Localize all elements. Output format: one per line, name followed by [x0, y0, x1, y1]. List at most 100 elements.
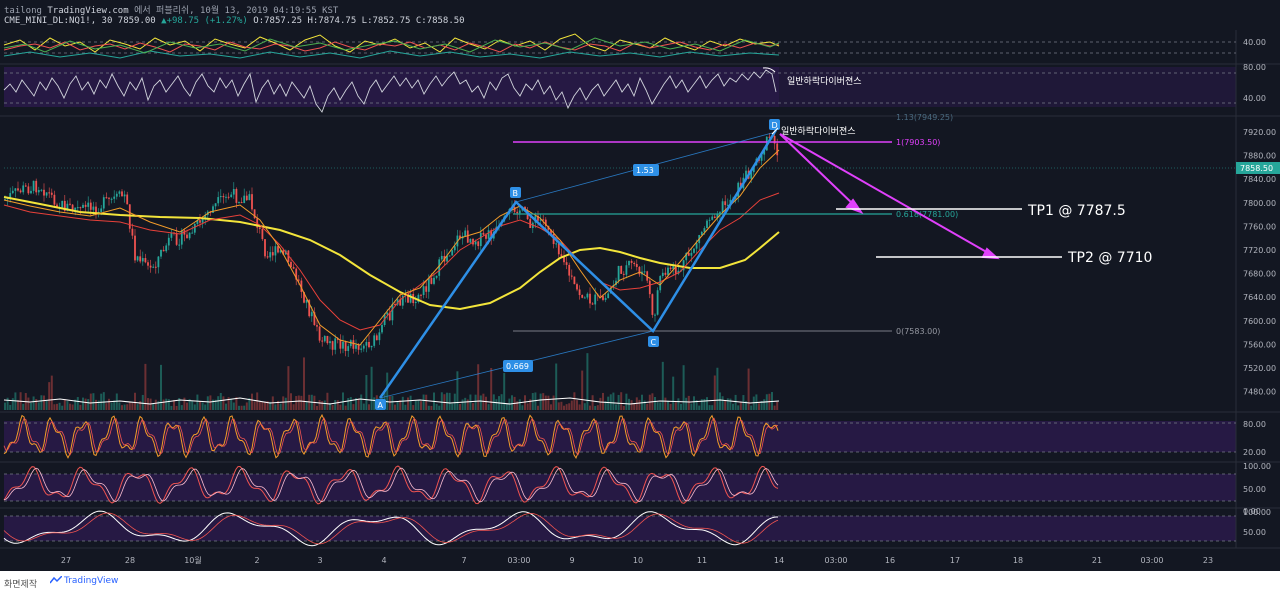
volume-bar [201, 402, 204, 410]
target-arrows [779, 133, 1000, 260]
volume-bar [141, 394, 144, 410]
candle-body [620, 265, 623, 274]
volume-bar [230, 398, 233, 410]
volume-bar [134, 392, 136, 410]
candle-body [225, 196, 227, 198]
candle-body [438, 259, 441, 276]
volume-bar [279, 403, 282, 410]
volume-bar [417, 400, 420, 410]
volume-bar [305, 402, 308, 410]
candle-body [204, 215, 207, 219]
candle-body [256, 218, 259, 228]
oscillator-tick-label: 40.00 [1243, 38, 1266, 47]
volume-bar [534, 392, 537, 410]
candle-body [82, 204, 84, 208]
volume-bar [217, 396, 220, 410]
candle-body [277, 246, 279, 253]
point-a-marker[interactable]: A [375, 399, 386, 410]
volume-bar [687, 395, 690, 410]
point-c-marker[interactable]: C [648, 336, 659, 347]
volume-bar [570, 400, 573, 410]
chart-canvas[interactable]: 1(7903.50) 0.618(7781.00) 0(7583.00) 1.1… [0, 0, 1280, 571]
time-tick-label: 2 [254, 556, 259, 565]
volume-bar [123, 404, 126, 410]
volume-bar [573, 392, 576, 410]
volume-bar [456, 371, 459, 410]
candle-body [687, 253, 690, 256]
oscillator-tick-label: 20.00 [1243, 448, 1266, 457]
candle-body [703, 228, 706, 232]
volume-bar [204, 404, 207, 410]
time-tick-label: 14 [774, 556, 784, 565]
time-tick-label: 7 [461, 556, 466, 565]
candle-body [446, 255, 448, 262]
candle-body [773, 135, 776, 144]
candle-body [586, 293, 589, 298]
price-tick-label: 7760.00 [1243, 222, 1276, 231]
candle-body [339, 339, 342, 349]
fib-1-label: 1(7903.50) [896, 138, 940, 147]
volume-bar [178, 398, 181, 410]
candle-body [700, 231, 703, 236]
candle-body [617, 265, 620, 281]
volume-bar [602, 392, 604, 410]
volume-bar [170, 405, 173, 410]
candle-body [258, 227, 261, 229]
candle-body [269, 252, 272, 258]
volume-bar [144, 363, 147, 410]
candle-body [53, 194, 56, 205]
site-name[interactable]: TradingView.com [47, 6, 129, 16]
stochastic-panel-3 [3, 510, 779, 547]
candle-body [347, 346, 350, 352]
oscillator-axes: 40.00 80.00 40.00 80.00 20.00 100.00 50.00 0.00… [1243, 38, 1271, 537]
point-d-marker[interactable]: D [769, 119, 780, 130]
point-b-marker[interactable]: B [510, 187, 521, 198]
candle-body [144, 258, 147, 263]
price-axis[interactable]: 7920.00 7880.00 7840.00 7800.00 7760.00 7720.… [1243, 128, 1276, 397]
price-tick-label: 7800.00 [1243, 199, 1276, 208]
volume-bar [87, 399, 90, 410]
volume-bar [453, 393, 456, 410]
candle-body [672, 266, 675, 270]
author-name[interactable]: tailong [4, 6, 42, 16]
volume-bar [427, 405, 430, 410]
volume-bar [773, 405, 776, 410]
volume-bar [126, 404, 129, 410]
volume-bar [206, 396, 209, 410]
volume-bar [396, 401, 399, 410]
time-axis[interactable]: 27 28 10월 2 3 4 7 03:00 9 10 11 14 03:00 16 17 18 21 03:0… [61, 555, 1213, 565]
abcd-pattern [378, 129, 778, 399]
candle-body [344, 341, 347, 352]
candle-body [292, 267, 295, 269]
volume-bar [674, 402, 677, 410]
volume-bar [373, 397, 376, 410]
volume-bar [43, 395, 45, 410]
candle-body [227, 196, 230, 198]
candle-body [591, 303, 594, 305]
volume-bar [173, 399, 175, 410]
candle-body [693, 248, 695, 253]
symbol-name[interactable]: CME_MINI_DL:NQ1!, 30 [4, 16, 113, 26]
volume-bar [721, 396, 724, 410]
candle-body [516, 211, 519, 214]
volume-bar [258, 401, 261, 410]
candle-body [651, 294, 654, 315]
candle-body [370, 345, 373, 348]
volume-bar [667, 400, 669, 410]
volume-bar [607, 396, 610, 410]
tradingview-logo-icon [50, 576, 62, 584]
tradingview-logo[interactable]: TradingView [50, 576, 118, 586]
volume-bar [661, 361, 664, 410]
fib-0618-label: 0.618(7781.00) [896, 210, 958, 219]
candle-body [165, 245, 168, 252]
candle-body [440, 255, 443, 260]
candle-body [628, 260, 630, 266]
candle-body [399, 299, 402, 306]
volume-bar [685, 397, 688, 410]
volume-bar [630, 400, 633, 410]
volume-bar [253, 401, 256, 410]
candle-body [110, 198, 113, 200]
candle-body [303, 291, 305, 303]
chart-area[interactable]: 1(7903.50) 0.618(7781.00) 0(7583.00) 1.1… [0, 0, 1280, 571]
candle-body [357, 345, 360, 350]
